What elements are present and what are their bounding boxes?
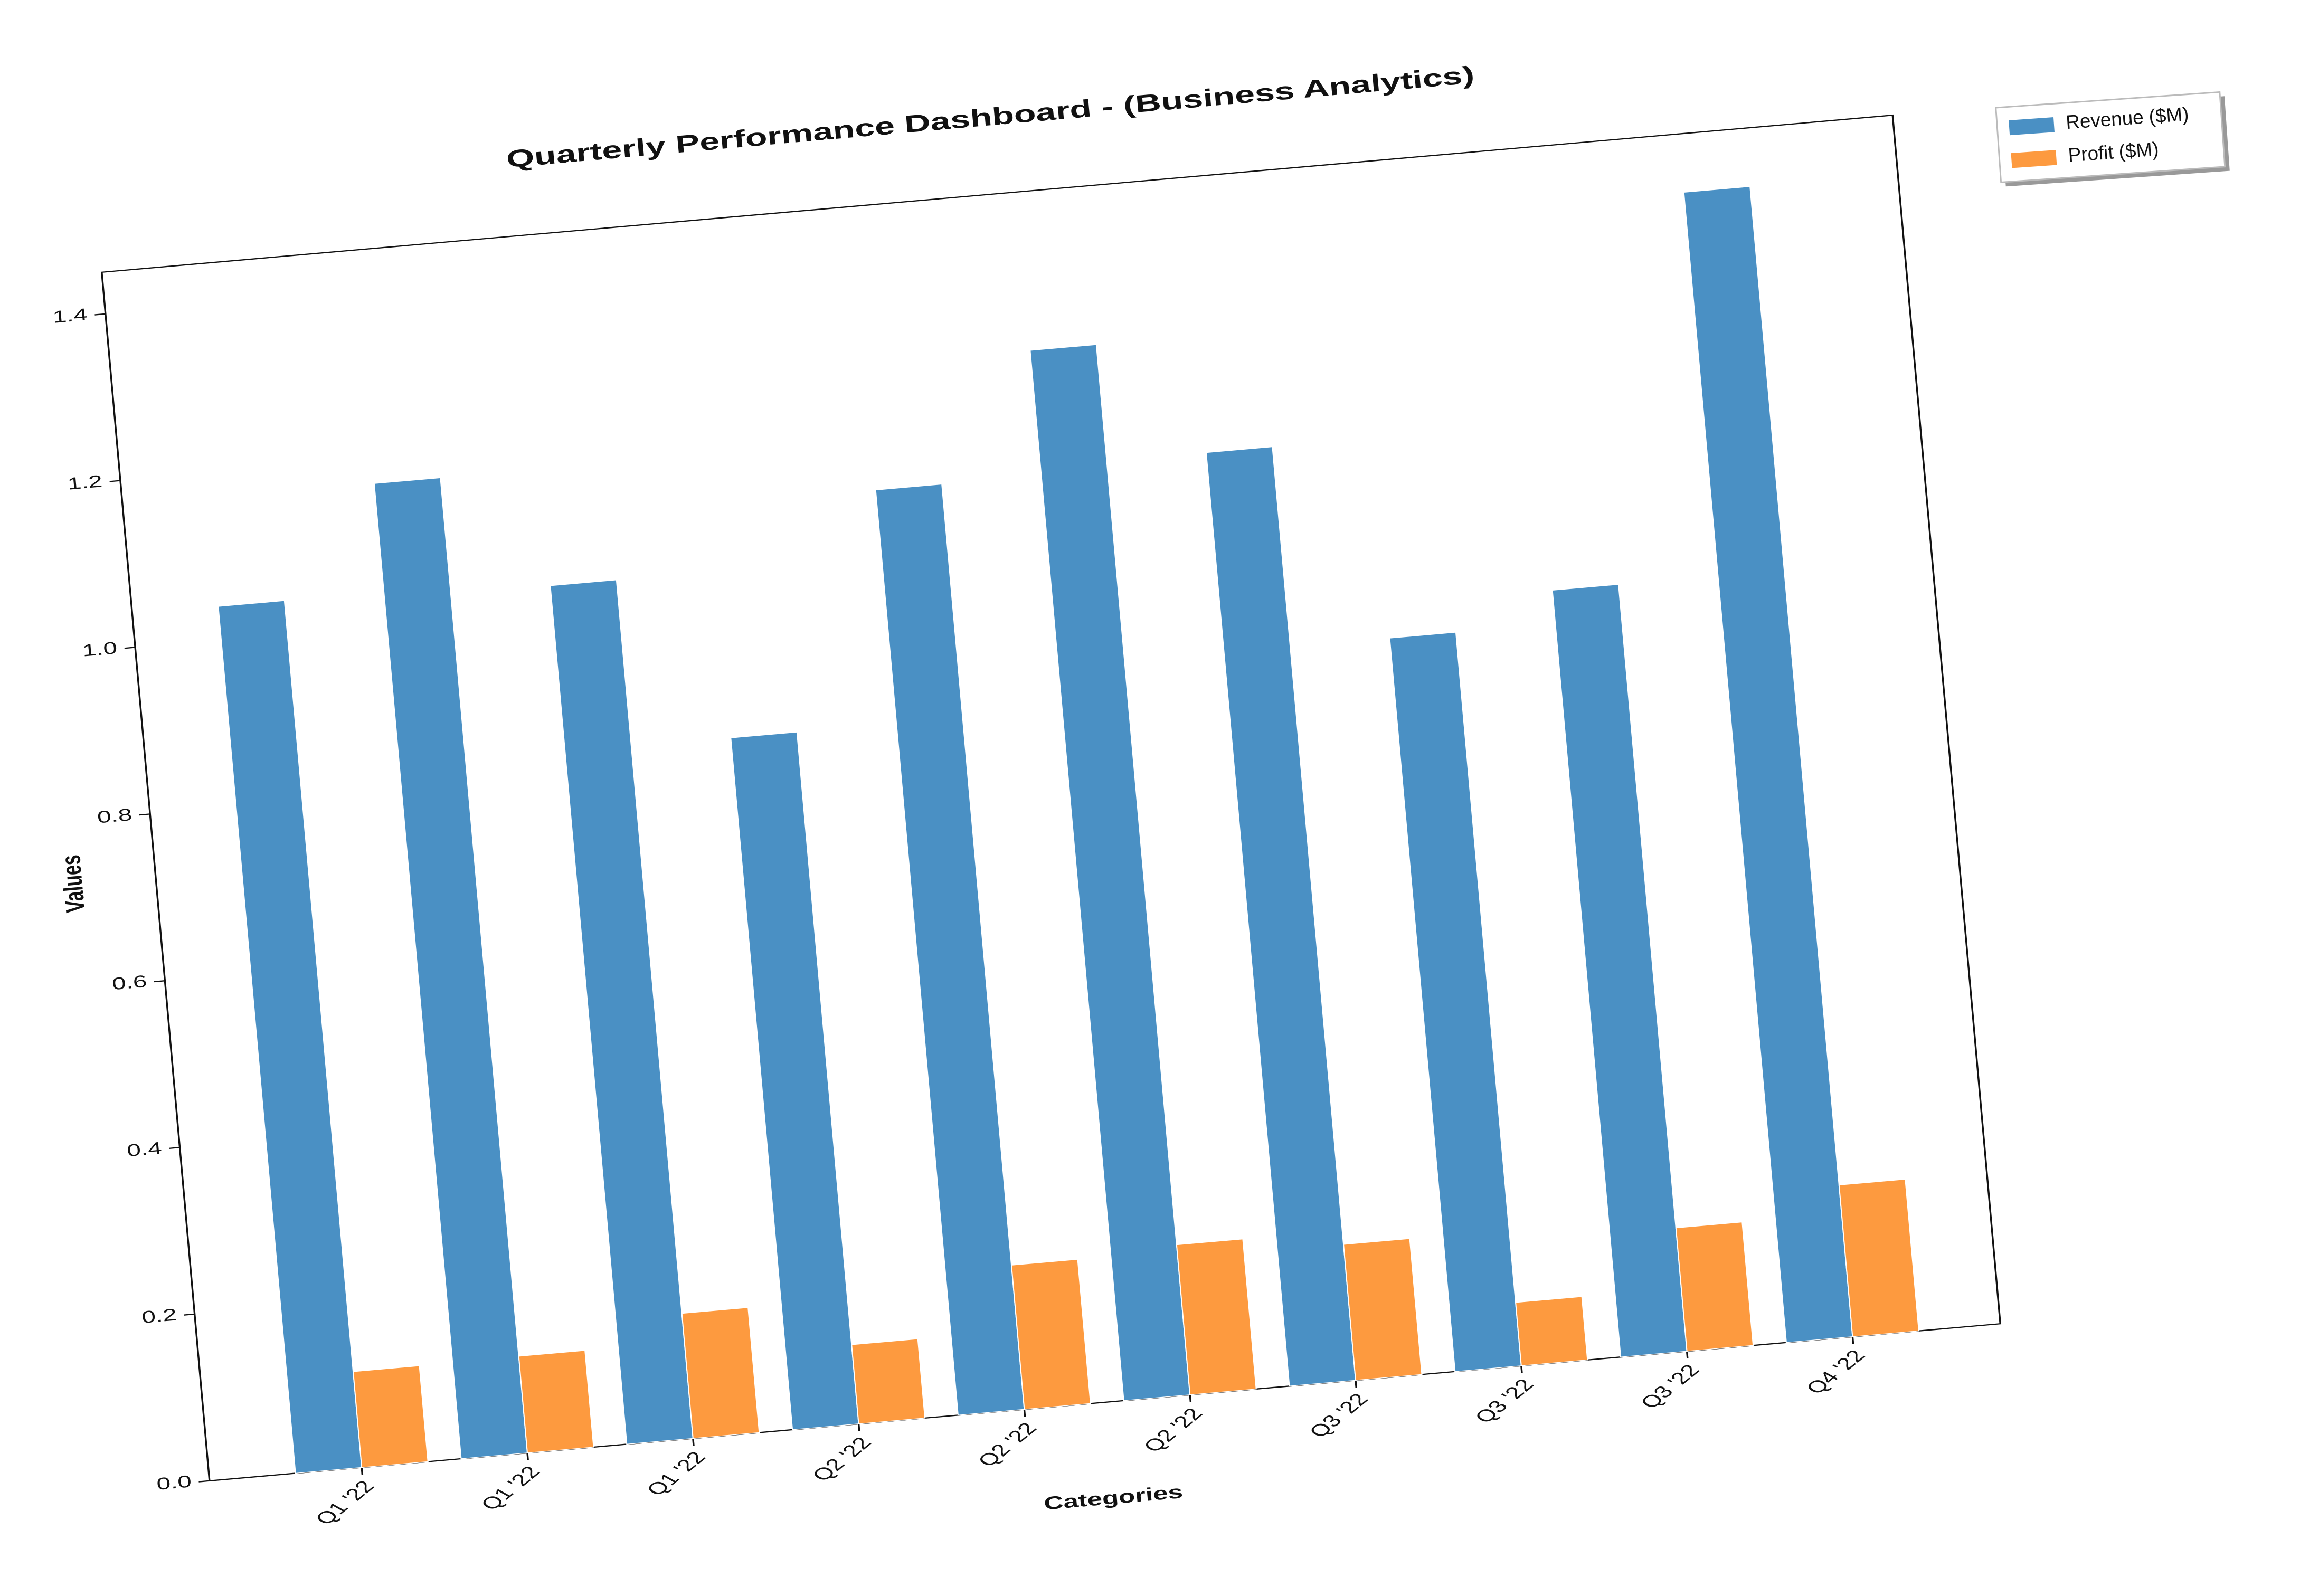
- y-tick: [109, 480, 121, 482]
- legend-swatch: [2011, 150, 2057, 168]
- y-tick-label: 0.4: [126, 1138, 163, 1160]
- bar: [1342, 1238, 1423, 1381]
- x-tick-label: Q2 '22: [1138, 1404, 1208, 1456]
- bar: [1675, 1221, 1754, 1352]
- y-tick-label: 0.6: [111, 971, 148, 993]
- x-tick-label: Q3 '22: [1469, 1375, 1539, 1427]
- axes-frame: [100, 114, 2002, 1482]
- bar: [518, 1350, 594, 1454]
- legend-swatch: [2009, 117, 2055, 136]
- x-tick-label: Q2 '22: [972, 1419, 1042, 1470]
- bar: [875, 483, 1025, 1416]
- bar: [1176, 1238, 1257, 1395]
- bar: [1205, 446, 1357, 1387]
- bar: [373, 477, 528, 1459]
- bar: [217, 600, 363, 1474]
- x-tick-label: Q1 '22: [475, 1462, 545, 1514]
- bar: [1389, 632, 1522, 1372]
- y-tick-label: 0.2: [141, 1305, 177, 1327]
- x-tick: [1851, 1336, 1854, 1344]
- bar: [681, 1307, 760, 1439]
- y-tick-label: 0.0: [156, 1471, 192, 1494]
- bar: [550, 579, 694, 1445]
- x-tick: [526, 1452, 529, 1460]
- x-tick-label: Q2 '22: [807, 1433, 876, 1485]
- y-tick-label: 0.8: [96, 805, 132, 827]
- x-axis-label: Categories: [1043, 1482, 1184, 1514]
- bar: [1029, 344, 1191, 1401]
- x-tick: [1686, 1351, 1689, 1359]
- y-tick: [184, 1313, 195, 1316]
- legend: Revenue ($M)Profit ($M): [1995, 91, 2230, 187]
- bar: [1551, 584, 1688, 1358]
- x-tick-label: Q3 '22: [1303, 1390, 1373, 1441]
- x-tick: [692, 1438, 695, 1446]
- x-tick-label: Q1 '22: [641, 1448, 711, 1499]
- x-tick-label: Q1 '22: [310, 1477, 380, 1528]
- x-tick: [1023, 1409, 1026, 1417]
- bar: [1838, 1179, 1919, 1337]
- bar: [1515, 1296, 1588, 1366]
- x-tick-label: Q4 '22: [1801, 1346, 1870, 1398]
- y-tick: [169, 1146, 180, 1149]
- chart-title: Quarterly Performance Dashboard - (Busin…: [505, 61, 1475, 173]
- y-tick: [139, 813, 150, 816]
- y-tick-label: 1.2: [67, 471, 103, 493]
- bar: [851, 1338, 926, 1424]
- y-tick-label: 1.0: [81, 638, 118, 660]
- y-tick-label: 1.4: [52, 305, 88, 327]
- bar: [352, 1365, 429, 1468]
- y-tick: [124, 647, 136, 649]
- bar: [1010, 1259, 1091, 1410]
- y-tick: [154, 980, 165, 983]
- x-tick-label: Q3 '22: [1635, 1361, 1705, 1412]
- y-tick: [198, 1480, 210, 1483]
- bar: [730, 732, 859, 1430]
- x-tick: [1520, 1365, 1523, 1373]
- y-tick: [94, 313, 106, 316]
- plot-area: Quarterly Performance Dashboard - (Busin…: [52, 61, 2002, 1528]
- y-axis-label: Values: [56, 854, 91, 914]
- legend-box: [1995, 91, 2226, 183]
- bar: [1683, 186, 1853, 1343]
